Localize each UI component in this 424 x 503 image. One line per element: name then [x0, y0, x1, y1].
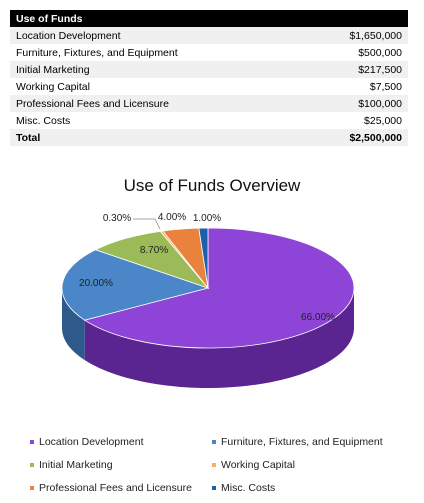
table-row: Initial Marketing $217,500 — [10, 61, 408, 78]
row-amount: $1,650,000 — [328, 27, 408, 44]
data-label: 66.00% — [301, 312, 335, 323]
total-amount: $2,500,000 — [328, 129, 408, 146]
pie-slice-side — [62, 288, 85, 361]
legend-item: Professional Fees and Licensure — [30, 482, 192, 494]
table-total-row: Total $2,500,000 — [10, 129, 408, 146]
legend-swatch — [212, 486, 216, 490]
table-header-row: Use of Funds — [10, 10, 408, 27]
row-amount: $100,000 — [328, 95, 408, 112]
legend-swatch — [30, 486, 34, 490]
chart-title: Use of Funds Overview — [123, 176, 301, 195]
legend-label: Location Development — [39, 436, 144, 448]
legend-swatch — [212, 440, 216, 444]
total-label: Total — [10, 129, 328, 146]
pie-data-labels: 66.00% 20.00% 8.70% 0.30% 4.00% 1.00% — [79, 212, 335, 323]
leader-line — [133, 218, 161, 230]
pie-slice-misc-costs — [198, 227, 209, 289]
legend-label: Furniture, Fixtures, and Equipment — [221, 436, 383, 448]
pie-slice-side — [84, 288, 355, 388]
legend-swatch — [30, 440, 34, 444]
data-label: 20.00% — [79, 278, 113, 289]
row-label: Working Capital — [10, 78, 328, 95]
use-of-funds-table: Use of Funds Location Development $1,650,… — [10, 10, 408, 146]
legend-item: Furniture, Fixtures, and Equipment — [212, 436, 383, 448]
table-row: Professional Fees and Licensure $100,000 — [10, 95, 408, 112]
legend-item: Working Capital — [212, 459, 295, 471]
row-label: Initial Marketing — [10, 61, 328, 78]
data-label: 8.70% — [140, 245, 168, 256]
legend-label: Working Capital — [221, 459, 295, 471]
table-header: Use of Funds — [10, 10, 408, 27]
row-amount: $500,000 — [328, 44, 408, 61]
legend-item: Misc. Costs — [212, 482, 275, 494]
row-label: Location Development — [10, 27, 328, 44]
legend-item: Location Development — [30, 436, 143, 448]
row-label: Furniture, Fixtures, and Equipment — [10, 44, 328, 61]
table-row: Misc. Costs $25,000 — [10, 112, 408, 129]
data-label: 4.00% — [158, 212, 186, 223]
table-row: Location Development $1,650,000 — [10, 27, 408, 44]
row-amount: $25,000 — [328, 112, 408, 129]
data-label: 0.30% — [103, 213, 131, 224]
pie-slice-furniture-fixtures-and-equipment — [61, 249, 210, 321]
legend-item: Initial Marketing — [30, 459, 113, 471]
row-label: Misc. Costs — [10, 112, 328, 129]
row-label: Professional Fees and Licensure — [10, 95, 328, 112]
table-row: Furniture, Fixtures, and Equipment $500,0… — [10, 44, 408, 61]
pie-slice-location-development — [83, 227, 355, 349]
legend-label: Professional Fees and Licensure — [39, 482, 192, 494]
row-amount: $217,500 — [328, 61, 408, 78]
row-amount: $7,500 — [328, 78, 408, 95]
legend-swatch — [212, 463, 216, 467]
legend-label: Misc. Costs — [221, 482, 276, 494]
table-row: Working Capital $7,500 — [10, 78, 408, 95]
legend-swatch — [30, 463, 34, 467]
data-label: 1.00% — [193, 213, 221, 224]
legend-label: Initial Marketing — [39, 459, 113, 471]
pie-side-walls — [62, 288, 355, 388]
pie-top-faces — [61, 227, 355, 349]
